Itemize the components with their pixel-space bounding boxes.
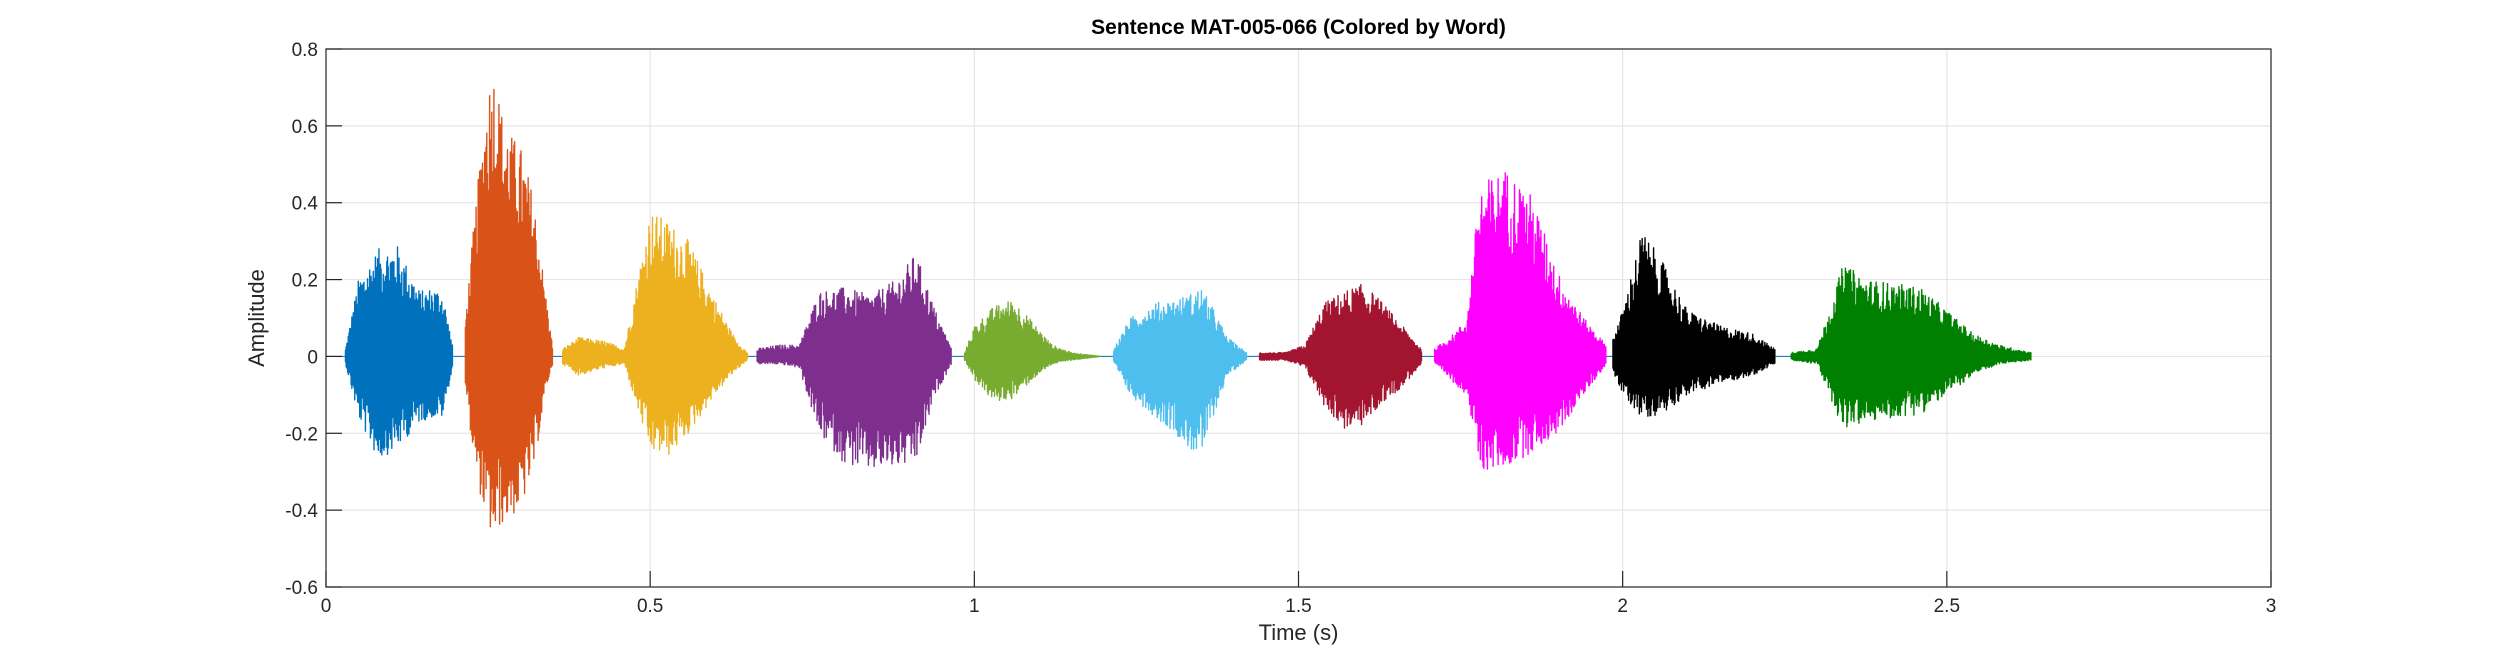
plot-area — [326, 88, 2032, 528]
y-tick-label: -0.4 — [285, 501, 318, 522]
y-tick-label: 0.8 — [292, 40, 318, 61]
x-axis-label: Time (s) — [1259, 620, 1339, 645]
y-tick-label: 0.6 — [292, 117, 318, 138]
word-segment-5 — [963, 301, 1101, 402]
word-segment-7 — [1258, 283, 1423, 429]
word-segment-6 — [1113, 290, 1248, 450]
word-segment-10 — [1790, 267, 2032, 428]
x-tick-label: 0.5 — [637, 596, 663, 617]
grid — [325, 48, 2272, 588]
word-segment-2 — [464, 88, 554, 528]
word-segment-9 — [1612, 237, 1776, 417]
y-tick-label: -0.6 — [285, 578, 318, 599]
x-tick-label: 1 — [969, 596, 980, 617]
word-segment-1 — [344, 246, 454, 456]
x-tick-label: 2.5 — [1934, 596, 1960, 617]
y-tick-label: 0 — [307, 347, 318, 368]
axis-ticks: 0 0.5 1 1.5 2 2.5 3 -0.6 -0.4 -0.2 0 0.2 0.4 0.6 0.8 — [285, 40, 2276, 617]
y-tick-label: -0.2 — [285, 424, 318, 445]
y-tick-label: 0.2 — [292, 271, 318, 292]
y-tick-label: 0.4 — [292, 194, 319, 215]
x-tick-label: 0 — [321, 596, 332, 617]
word-segment-3 — [561, 216, 749, 455]
chart-title: Sentence MAT-005-066 (Colored by Word) — [1091, 16, 1506, 39]
y-axis-label: Amplitude — [244, 269, 269, 367]
word-segment-4 — [756, 257, 952, 468]
x-tick-label: 3 — [2266, 596, 2277, 617]
x-tick-label: 1.5 — [1285, 596, 1311, 617]
word-segment-8 — [1433, 172, 1607, 470]
x-tick-label: 2 — [1617, 596, 1628, 617]
